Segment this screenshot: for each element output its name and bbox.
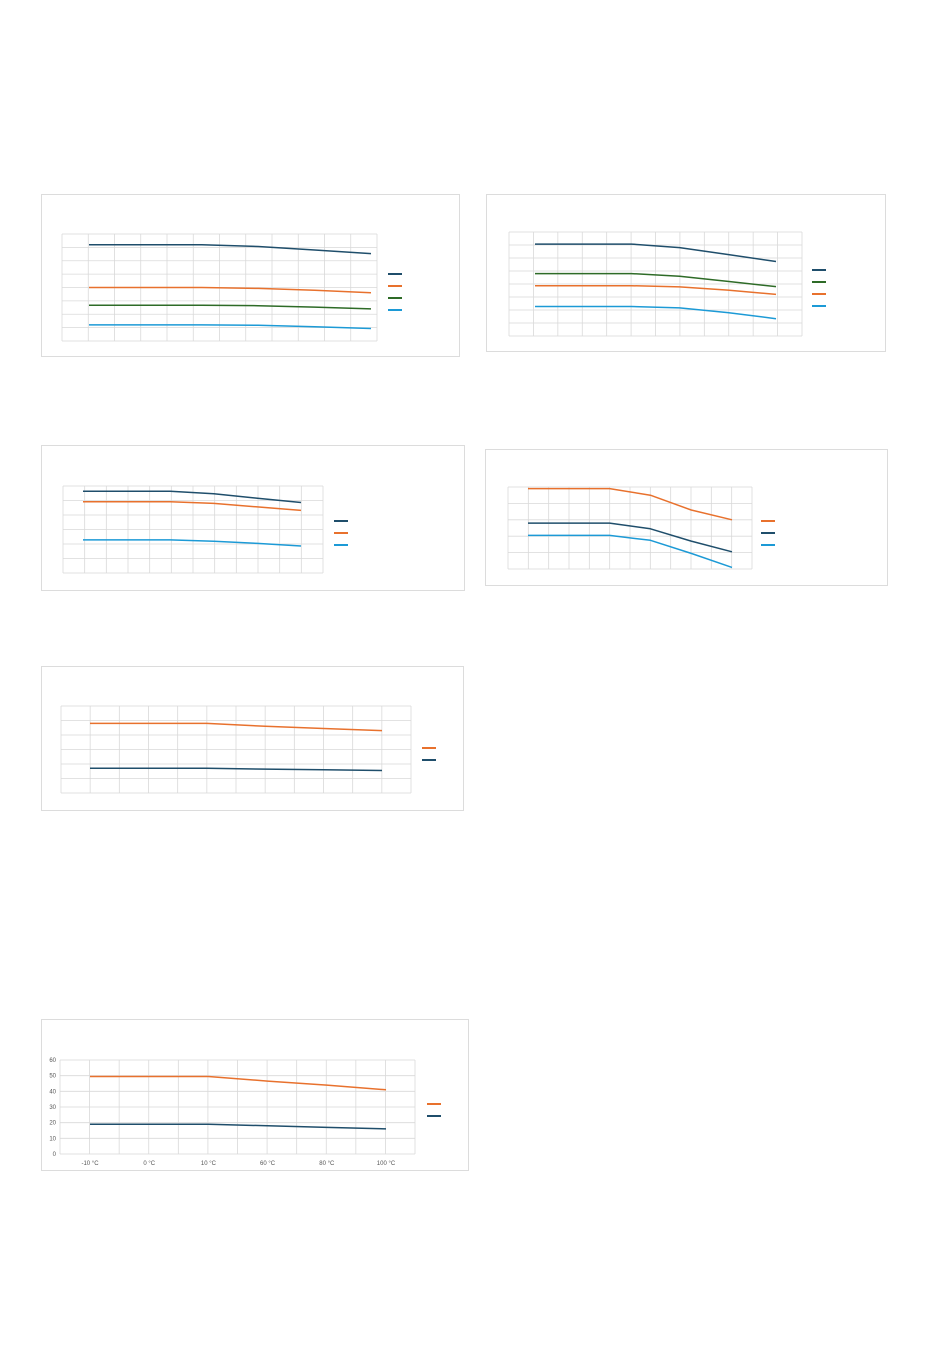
chart-panel-5 (41, 666, 464, 811)
x-tick-label: 80 °C (319, 1161, 335, 1167)
y-tick-label: 40 (49, 1089, 56, 1095)
line-chart-5 (60, 705, 436, 794)
series-line (90, 722, 383, 732)
grid-lines (59, 1059, 416, 1155)
series-line (535, 243, 777, 263)
series-line (535, 272, 777, 288)
grid-lines (60, 705, 412, 794)
series-line (83, 500, 302, 512)
series-line (90, 767, 383, 772)
grid-lines (507, 486, 753, 570)
x-tick-label: -10 °C (81, 1161, 99, 1167)
chart-panel-6: 0 10 20 30 40 50 60 -10 °C 0 °C 10 °C 60 °C 80 °C 10… (41, 1019, 469, 1171)
series-line (535, 305, 777, 320)
x-tick-label: 10 °C (201, 1161, 217, 1167)
series-line (89, 243, 372, 255)
x-tick-label: 0 °C (143, 1161, 155, 1167)
series-line (83, 539, 302, 547)
series-line (90, 1123, 387, 1130)
grid-lines (62, 485, 324, 574)
chart-panel-4 (485, 449, 888, 586)
chart-panel-3 (41, 445, 465, 591)
series-line (89, 286, 372, 294)
series-line (528, 522, 733, 553)
line-chart-1 (61, 233, 402, 342)
line-chart-4 (507, 486, 775, 570)
y-tick-label: 50 (49, 1074, 56, 1080)
y-tick-label: 20 (49, 1121, 56, 1127)
chart-panel-2 (486, 194, 886, 352)
series-line (83, 490, 302, 504)
chart-panel-1 (41, 194, 460, 357)
y-tick-label: 30 (49, 1105, 56, 1111)
y-tick-label: 0 (53, 1152, 57, 1158)
series-line (89, 324, 372, 330)
series-line (89, 304, 372, 310)
line-chart-3 (62, 485, 348, 574)
series-line (528, 534, 733, 569)
y-tick-label: 10 (49, 1136, 56, 1142)
series-line (535, 284, 777, 296)
series-line (528, 487, 733, 521)
x-tick-label: 100 °C (377, 1161, 396, 1167)
grid-lines (508, 231, 803, 337)
y-tick-label: 60 (49, 1058, 56, 1064)
line-chart-6: 0 10 20 30 40 50 60 -10 °C 0 °C 10 °C 60 °C 80 °C 10… (49, 1058, 441, 1167)
line-chart-2 (508, 231, 826, 337)
x-tick-label: 60 °C (260, 1161, 276, 1167)
series-line (90, 1075, 387, 1091)
